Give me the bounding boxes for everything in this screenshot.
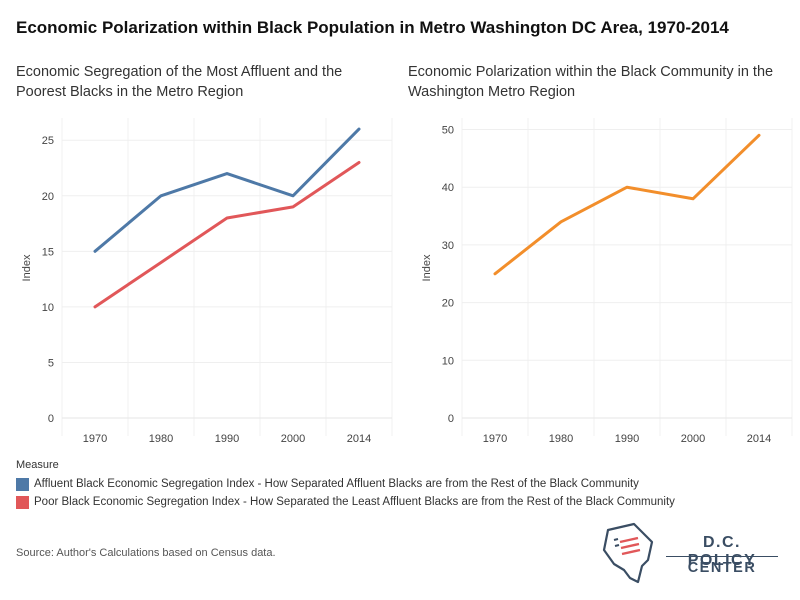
- y-tick-label: 20: [42, 191, 54, 203]
- legend-title: Measure: [16, 459, 59, 471]
- x-tick-label: 1980: [549, 433, 573, 445]
- y-tick-label: 0: [448, 413, 454, 425]
- legend-item-affluent: Affluent Black Economic Segregation Inde…: [16, 475, 675, 493]
- dc-policy-center-logo: D.C. POLICY CENTER: [594, 520, 784, 592]
- dc-map-icon: [602, 522, 654, 584]
- legend: Measure Affluent Black Economic Segregat…: [16, 459, 675, 511]
- logo-divider: [666, 556, 778, 557]
- x-tick-label: 1990: [215, 433, 239, 445]
- y-tick-label: 25: [42, 135, 54, 147]
- y-tick-label: 20: [442, 298, 454, 310]
- series-line-0-1: [93, 160, 361, 309]
- y-tick-label: 30: [442, 240, 454, 252]
- source-note: Source: Author's Calculations based on C…: [16, 547, 276, 559]
- x-tick-label: 1970: [83, 433, 107, 445]
- x-tick-label: 2000: [281, 433, 305, 445]
- y-tick-label: 5: [48, 357, 54, 369]
- legend-swatch-affluent: [16, 477, 29, 491]
- y-axis-label: Index: [421, 254, 433, 281]
- y-axis-label: Index: [21, 254, 33, 281]
- x-tick-label: 1990: [615, 433, 639, 445]
- y-tick-label: 50: [442, 125, 454, 137]
- x-tick-label: 2000: [681, 433, 705, 445]
- y-tick-label: 10: [442, 355, 454, 367]
- legend-label-poor: Poor Black Economic Segregation Index - …: [34, 496, 675, 508]
- x-tick-label: 2014: [747, 433, 771, 445]
- x-tick-label: 1980: [149, 433, 173, 445]
- logo-line2: CENTER: [687, 560, 757, 576]
- right-line-chart: 0 10 20 30 40 50 1970 1980 1990 2000 2014 Index: [421, 118, 793, 445]
- y-tick-label: 10: [42, 302, 54, 314]
- series-line-0-0: [93, 127, 361, 253]
- left-line-chart: 0 5 10 15 20 25 1970 1980 1990 2000 2014 Index: [21, 118, 393, 445]
- x-tick-label: 2014: [347, 433, 371, 445]
- y-tick-label: 40: [442, 182, 454, 194]
- legend-item-poor: Poor Black Economic Segregation Index - …: [16, 493, 675, 511]
- series-line-1-0: [493, 133, 761, 276]
- legend-swatch-poor: [16, 495, 29, 509]
- right-chart-title: Economic Polarization within the Black C…: [408, 64, 774, 100]
- left-chart-title: Economic Segregation of the Most Affluen…: [16, 64, 343, 100]
- y-tick-label: 15: [42, 246, 54, 258]
- legend-label-affluent: Affluent Black Economic Segregation Inde…: [34, 478, 639, 490]
- x-tick-label: 1970: [483, 433, 507, 445]
- main-title: Economic Polarization within Black Popul…: [16, 18, 729, 37]
- y-tick-label: 0: [48, 413, 54, 425]
